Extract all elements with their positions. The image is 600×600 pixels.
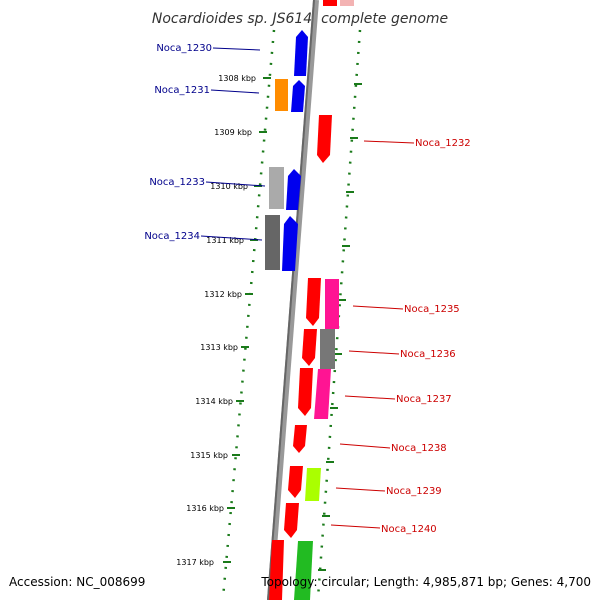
gene-label-noca-1240[interactable]: Noca_1240: [381, 524, 437, 535]
tick-label: 1309 kbp: [214, 128, 252, 137]
gene-noca-1240[interactable]: [284, 503, 299, 538]
tick-label: 1312 kbp: [204, 290, 242, 299]
tick-label: 1310 kbp: [210, 182, 248, 191]
gene-label-noca-1233[interactable]: Noca_1233: [149, 177, 205, 188]
gene-label-noca-1236[interactable]: Noca_1236: [400, 349, 456, 360]
tick-marks: [223, 77, 271, 563]
gene-label-noca-1239[interactable]: Noca_1239: [386, 486, 442, 497]
gene-noca-1235[interactable]: [325, 279, 339, 329]
tick-label: 1308 kbp: [218, 74, 256, 83]
genome-backbone-shadow: [267, 0, 315, 600]
gene-label-noca-1234[interactable]: Noca_1234: [144, 231, 200, 242]
tick-label: 1313 kbp: [200, 343, 238, 352]
tick-label: 1316 kbp: [186, 504, 224, 513]
gene-top-partial[interactable]: [323, 0, 337, 6]
gene-noca-1237[interactable]: [314, 369, 331, 419]
reverse-strand-genes: [284, 115, 339, 600]
outer-tick-ring-left: [221, 29, 276, 599]
right-ring-dashes: [318, 83, 362, 571]
gene-noca-1239[interactable]: [305, 468, 321, 501]
forward-label-leaders: [200, 47, 266, 241]
map-title: Nocardioides sp. JS614, complete genome: [152, 11, 448, 27]
gene-bottom-green[interactable]: [294, 541, 313, 600]
gene-label-noca-1237[interactable]: Noca_1237: [396, 394, 452, 405]
gene-label-noca-1238[interactable]: Noca_1238: [391, 443, 447, 454]
accession-text: Accession: NC_008699: [9, 575, 145, 589]
gene-noca-1233[interactable]: [286, 169, 301, 210]
tick-label: 1314 kbp: [195, 397, 233, 406]
gene-bottom-forward[interactable]: [269, 540, 284, 600]
gene-noca-1239-a[interactable]: [288, 466, 303, 498]
gene-noca-1236[interactable]: [320, 329, 335, 369]
gene-block-orange[interactable]: [275, 79, 288, 111]
gene-noca-1235-a[interactable]: [306, 278, 321, 326]
gene-noca-1230[interactable]: [294, 30, 308, 76]
gene-label-noca-1231[interactable]: Noca_1231: [154, 85, 210, 96]
genome-backbone: [267, 0, 319, 600]
gene-noca-1234[interactable]: [282, 216, 298, 271]
gene-block-grey-light[interactable]: [269, 167, 284, 209]
tick-label: 1311 kbp: [206, 236, 244, 245]
gene-noca-1238[interactable]: [293, 425, 307, 453]
gene-top-partial-pink[interactable]: [340, 0, 354, 6]
gene-noca-1232[interactable]: [317, 115, 332, 163]
gene-noca-1236-a[interactable]: [302, 329, 317, 366]
topology-text: Topology: circular; Length: 4,985,871 bp…: [260, 575, 591, 589]
tick-label: 1317 kbp: [176, 558, 214, 567]
outer-tick-ring-right: [316, 29, 362, 599]
gene-noca-1237-a[interactable]: [298, 368, 313, 416]
forward-strand-genes: [265, 30, 308, 600]
gene-label-noca-1232[interactable]: Noca_1232: [415, 138, 471, 149]
gene-label-noca-1230[interactable]: Noca_1230: [156, 43, 212, 54]
reverse-label-leaders: [330, 140, 415, 529]
gene-noca-1231[interactable]: [291, 80, 305, 112]
gene-block-grey-dark[interactable]: [265, 215, 280, 270]
tick-label: 1315 kbp: [190, 451, 228, 460]
gene-label-noca-1235[interactable]: Noca_1235: [404, 304, 460, 315]
